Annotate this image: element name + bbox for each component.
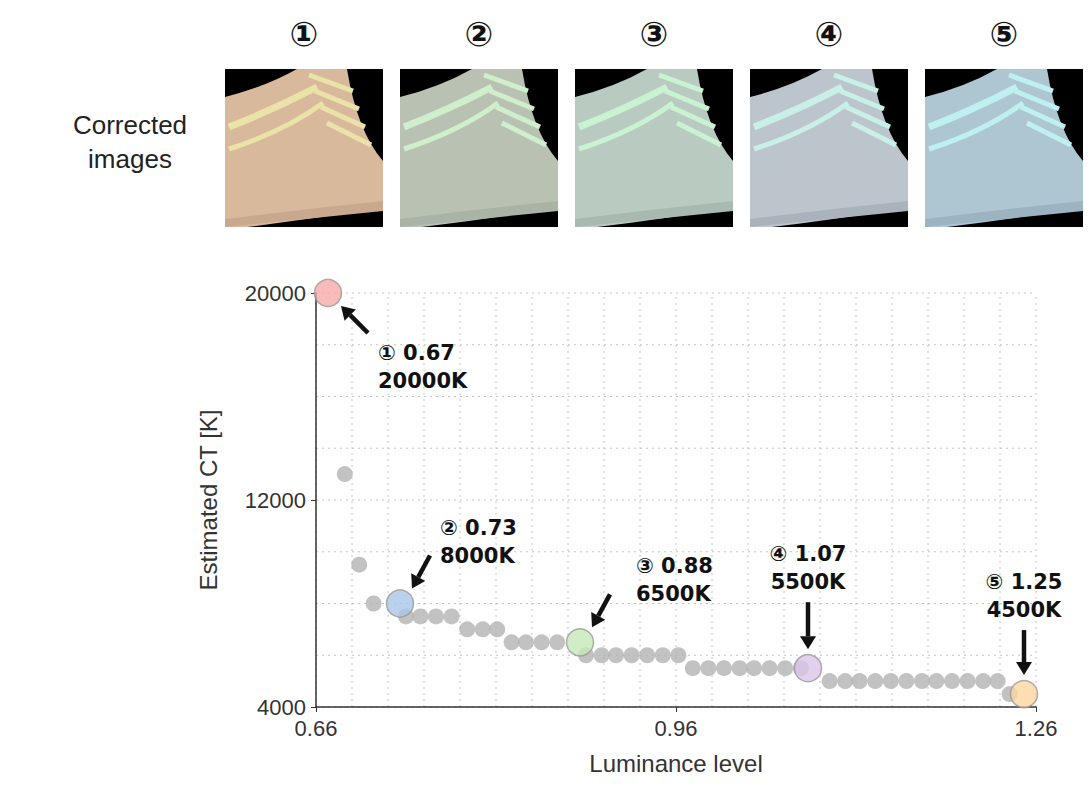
svg-text:④ 1.07: ④ 1.07 (770, 542, 847, 566)
html-text:②: ② (464, 14, 494, 54)
svg-text:1.26: 1.26 (1015, 716, 1058, 741)
svg-text:8000K: 8000K (440, 544, 515, 568)
svg-text:0.96: 0.96 (655, 716, 698, 741)
html-text:Corrected images: Corrected images (72, 110, 188, 174)
html-text:③: ③ (639, 14, 669, 54)
svg-text:① 0.67: ① 0.67 (378, 341, 455, 365)
svg-text:4000: 4000 (257, 694, 306, 720)
svg-text:6500K: 6500K (636, 582, 711, 606)
svg-text:5500K: 5500K (771, 570, 846, 594)
svg-text:② 0.73: ② 0.73 (440, 516, 517, 540)
svg-text:⑤ 1.25: ⑤ 1.25 (986, 570, 1063, 594)
svg-text:20000K: 20000K (378, 369, 468, 393)
svg-text:Luminance level: Luminance level (589, 750, 762, 777)
svg-text:0.66: 0.66 (295, 716, 338, 741)
svg-text:Estimated CT [K]: Estimated CT [K] (195, 410, 222, 591)
svg-text:4500K: 4500K (987, 598, 1062, 622)
html-text:①: ① (289, 14, 319, 54)
svg-text:20000: 20000 (245, 281, 306, 306)
html-text:⑤: ⑤ (989, 14, 1019, 54)
svg-text:12000: 12000 (245, 488, 306, 513)
svg-text:③ 0.88: ③ 0.88 (636, 554, 713, 578)
html-text:④: ④ (814, 14, 844, 54)
